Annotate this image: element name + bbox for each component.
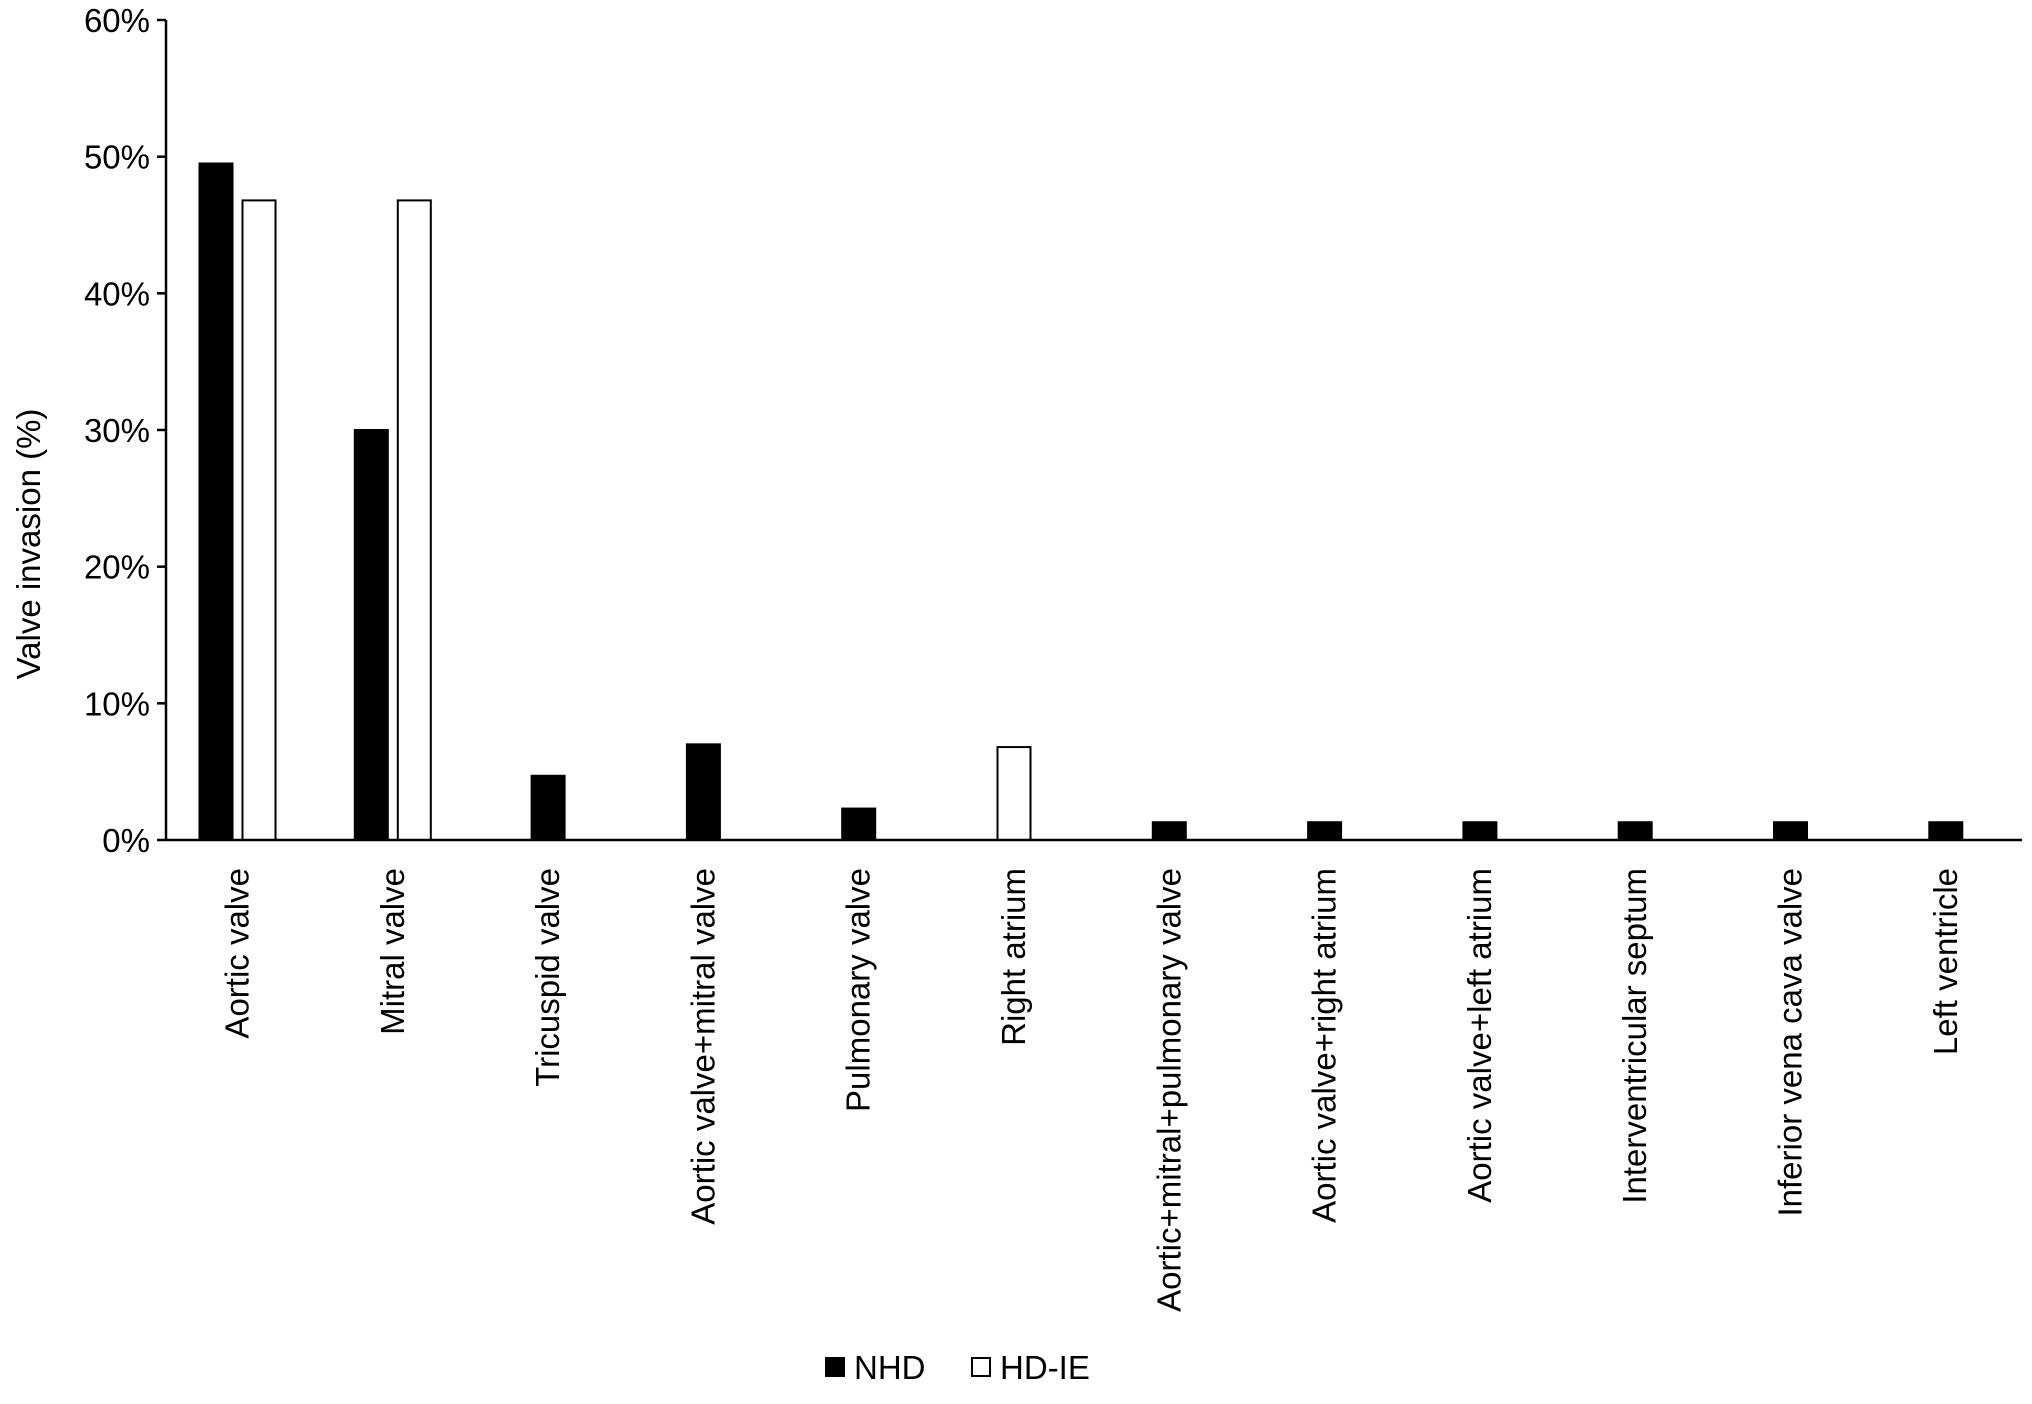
y-axis-ticks: 0% 10% 20% 30% 40% 50% 60%	[84, 2, 166, 859]
category-label: Tricuspid valve	[529, 868, 566, 1087]
legend: NHD HD-IE	[825, 1349, 1090, 1386]
bar-nhd	[353, 429, 389, 841]
y-tick-label: 10%	[84, 685, 150, 722]
y-tick-label: 30%	[84, 412, 150, 449]
category-label: Aortic valve+right atrium	[1306, 868, 1343, 1223]
bar-nhd	[198, 162, 234, 841]
category-label: Aortic valve+mitral valve	[684, 868, 721, 1225]
bar-nhd	[1773, 821, 1808, 842]
category-labels: Aortic valve Mitral valve Tricuspid valve A…	[219, 868, 1964, 1312]
legend-label: HD-IE	[1000, 1349, 1090, 1386]
category-label: Pulmonary valve	[840, 868, 877, 1112]
bar-nhd	[1617, 821, 1653, 842]
bar-nhd	[685, 743, 721, 841]
legend-swatch	[971, 1357, 991, 1377]
y-tick-label: 20%	[84, 549, 150, 586]
bar-hd-ie	[396, 199, 432, 841]
bar-nhd	[1462, 821, 1498, 842]
bar-hd-ie	[241, 199, 277, 841]
category-label: Mitral valve	[374, 868, 411, 1035]
y-tick-label: 50%	[84, 139, 150, 176]
bar-nhd	[1151, 821, 1187, 842]
bar-nhd	[841, 807, 877, 841]
y-tick-label: 60%	[84, 2, 150, 39]
bar-hd-ie	[996, 746, 1032, 841]
category-label: Interventricular septum	[1616, 868, 1653, 1204]
category-label: Left ventricle	[1927, 868, 1964, 1055]
category-label: Aortic valve	[219, 868, 256, 1039]
legend-label: NHD	[854, 1349, 926, 1386]
category-label: Right atrium	[995, 868, 1032, 1046]
category-label: Aortic+mitral+pulmonary valve	[1150, 868, 1187, 1312]
bar-nhd	[530, 774, 566, 841]
y-axis-title: Valve invasion (%)	[10, 409, 47, 680]
y-tick-label: 0%	[102, 822, 150, 859]
legend-swatch	[825, 1357, 845, 1377]
bar-nhd	[1307, 821, 1343, 842]
y-tick-label: 40%	[84, 275, 150, 312]
category-label: Inferior vena cava valve	[1772, 868, 1809, 1217]
bars	[198, 162, 1964, 842]
bar-nhd	[1928, 821, 1964, 842]
category-label: Aortic valve+left atrium	[1461, 868, 1498, 1203]
